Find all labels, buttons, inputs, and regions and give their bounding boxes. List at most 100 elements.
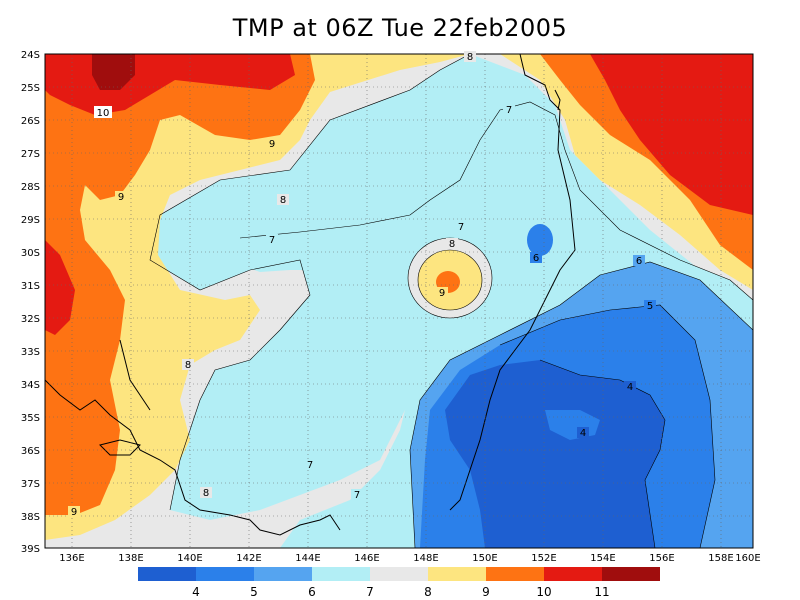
lat-label: 31S xyxy=(21,281,40,292)
contour-label: 8 xyxy=(464,51,476,63)
svg-text:7: 7 xyxy=(506,105,512,116)
svg-text:7: 7 xyxy=(354,490,360,501)
longitude-labels: 136E 138E 140E 142E 144E 146E 148E 150E … xyxy=(59,553,760,564)
contour-fills xyxy=(45,54,753,548)
lat-label: 36S xyxy=(21,446,40,457)
contour-label: 6 xyxy=(633,255,645,267)
svg-text:6: 6 xyxy=(533,253,539,264)
svg-text:9: 9 xyxy=(269,139,275,150)
lon-label: 146E xyxy=(354,553,379,564)
lon-label: 160E xyxy=(735,553,760,564)
svg-text:10: 10 xyxy=(97,108,110,119)
svg-text:8: 8 xyxy=(280,195,286,206)
lat-label: 35S xyxy=(21,413,40,424)
svg-text:7: 7 xyxy=(458,222,464,233)
lon-label: 140E xyxy=(177,553,202,564)
svg-text:4: 4 xyxy=(580,428,586,439)
colorbar-label: 8 xyxy=(424,585,432,599)
lat-label: 24S xyxy=(21,50,40,61)
colorbar-swatch xyxy=(486,567,544,581)
lat-label: 34S xyxy=(21,380,40,391)
lon-label: 154E xyxy=(590,553,615,564)
colorbar-label: 10 xyxy=(536,585,551,599)
colorbar-swatch xyxy=(602,567,660,581)
lat-label: 26S xyxy=(21,116,40,127)
svg-text:8: 8 xyxy=(185,360,191,371)
svg-text:4: 4 xyxy=(627,382,633,393)
fill-11-edge xyxy=(45,240,75,335)
colorbar-swatch xyxy=(138,567,196,581)
svg-text:6: 6 xyxy=(636,256,642,267)
colorbar-label: 6 xyxy=(308,585,316,599)
lat-label: 28S xyxy=(21,182,40,193)
lat-label: 38S xyxy=(21,512,40,523)
lon-label: 136E xyxy=(59,553,84,564)
contour-label: 9 xyxy=(436,287,448,299)
contour-label: 6 xyxy=(530,252,542,264)
lat-label: 29S xyxy=(21,215,40,226)
colorbar-label: 11 xyxy=(594,585,609,599)
colorbar-label: 9 xyxy=(482,585,490,599)
contour-value-labels: 8 7 10 9 9 8 7 7 8 6 6 9 5 8 4 4 7 7 8 9 xyxy=(68,51,656,518)
lon-label: 144E xyxy=(295,553,320,564)
lat-label: 32S xyxy=(21,314,40,325)
contour-label: 7 xyxy=(304,459,316,471)
lat-label: 33S xyxy=(21,347,40,358)
colorbar-swatch xyxy=(312,567,370,581)
svg-text:7: 7 xyxy=(269,235,275,246)
fill-6-spot xyxy=(527,224,553,256)
contour-label: 7 xyxy=(351,489,363,501)
lat-label: 30S xyxy=(21,248,40,259)
latitude-labels: 24S 25S 26S 27S 28S 29S 30S 31S 32S 33S … xyxy=(21,50,40,555)
lon-label: 156E xyxy=(649,553,674,564)
fill-4 xyxy=(445,360,665,548)
lat-label: 25S xyxy=(21,83,40,94)
lon-label: 138E xyxy=(118,553,143,564)
svg-text:8: 8 xyxy=(467,52,473,63)
lon-label: 158E xyxy=(708,553,733,564)
contour-label: 8 xyxy=(446,238,458,250)
colorbar-swatch xyxy=(544,567,602,581)
map-title: TMP at 06Z Tue 22feb2005 xyxy=(232,14,568,42)
lat-label: 27S xyxy=(21,149,40,160)
contour-label: 7 xyxy=(266,234,278,246)
lat-label: 39S xyxy=(21,544,40,555)
svg-text:9: 9 xyxy=(71,507,77,518)
coastline xyxy=(45,54,576,536)
contour-label: 8 xyxy=(182,359,194,371)
contour-label: 9 xyxy=(266,138,278,150)
colorbar: 4 5 6 7 8 9 10 11 xyxy=(138,567,660,599)
contour-label: 7 xyxy=(455,221,467,233)
contour-label: 7 xyxy=(503,104,515,116)
svg-text:8: 8 xyxy=(449,239,455,250)
svg-text:9: 9 xyxy=(439,288,445,299)
svg-text:8: 8 xyxy=(203,488,209,499)
colorbar-swatch xyxy=(254,567,312,581)
fill-9-west xyxy=(45,54,470,540)
contour-label: 9 xyxy=(68,506,80,518)
lon-label: 148E xyxy=(413,553,438,564)
contour-lines xyxy=(149,54,753,548)
lat-label: 37S xyxy=(21,479,40,490)
svg-text:9: 9 xyxy=(118,192,124,203)
colorbar-swatch xyxy=(370,567,428,581)
colorbar-swatch xyxy=(428,567,486,581)
colorbar-label: 5 xyxy=(250,585,258,599)
fill-11-east xyxy=(590,54,753,215)
contour-label: 10 xyxy=(94,106,112,119)
plot-frame xyxy=(44,53,754,549)
colorbar-swatch xyxy=(196,567,254,581)
svg-text:7: 7 xyxy=(307,460,313,471)
svg-text:5: 5 xyxy=(647,301,653,312)
contour-label: 4 xyxy=(577,427,589,439)
colorbar-label: 4 xyxy=(192,585,200,599)
lon-label: 142E xyxy=(236,553,261,564)
contour-label: 5 xyxy=(644,300,656,312)
contour-label: 4 xyxy=(624,381,636,393)
fill-12-top xyxy=(92,54,135,90)
contour-label: 8 xyxy=(277,194,289,206)
lon-label: 150E xyxy=(472,553,497,564)
colorbar-label: 7 xyxy=(366,585,374,599)
contour-label: 9 xyxy=(115,191,127,203)
